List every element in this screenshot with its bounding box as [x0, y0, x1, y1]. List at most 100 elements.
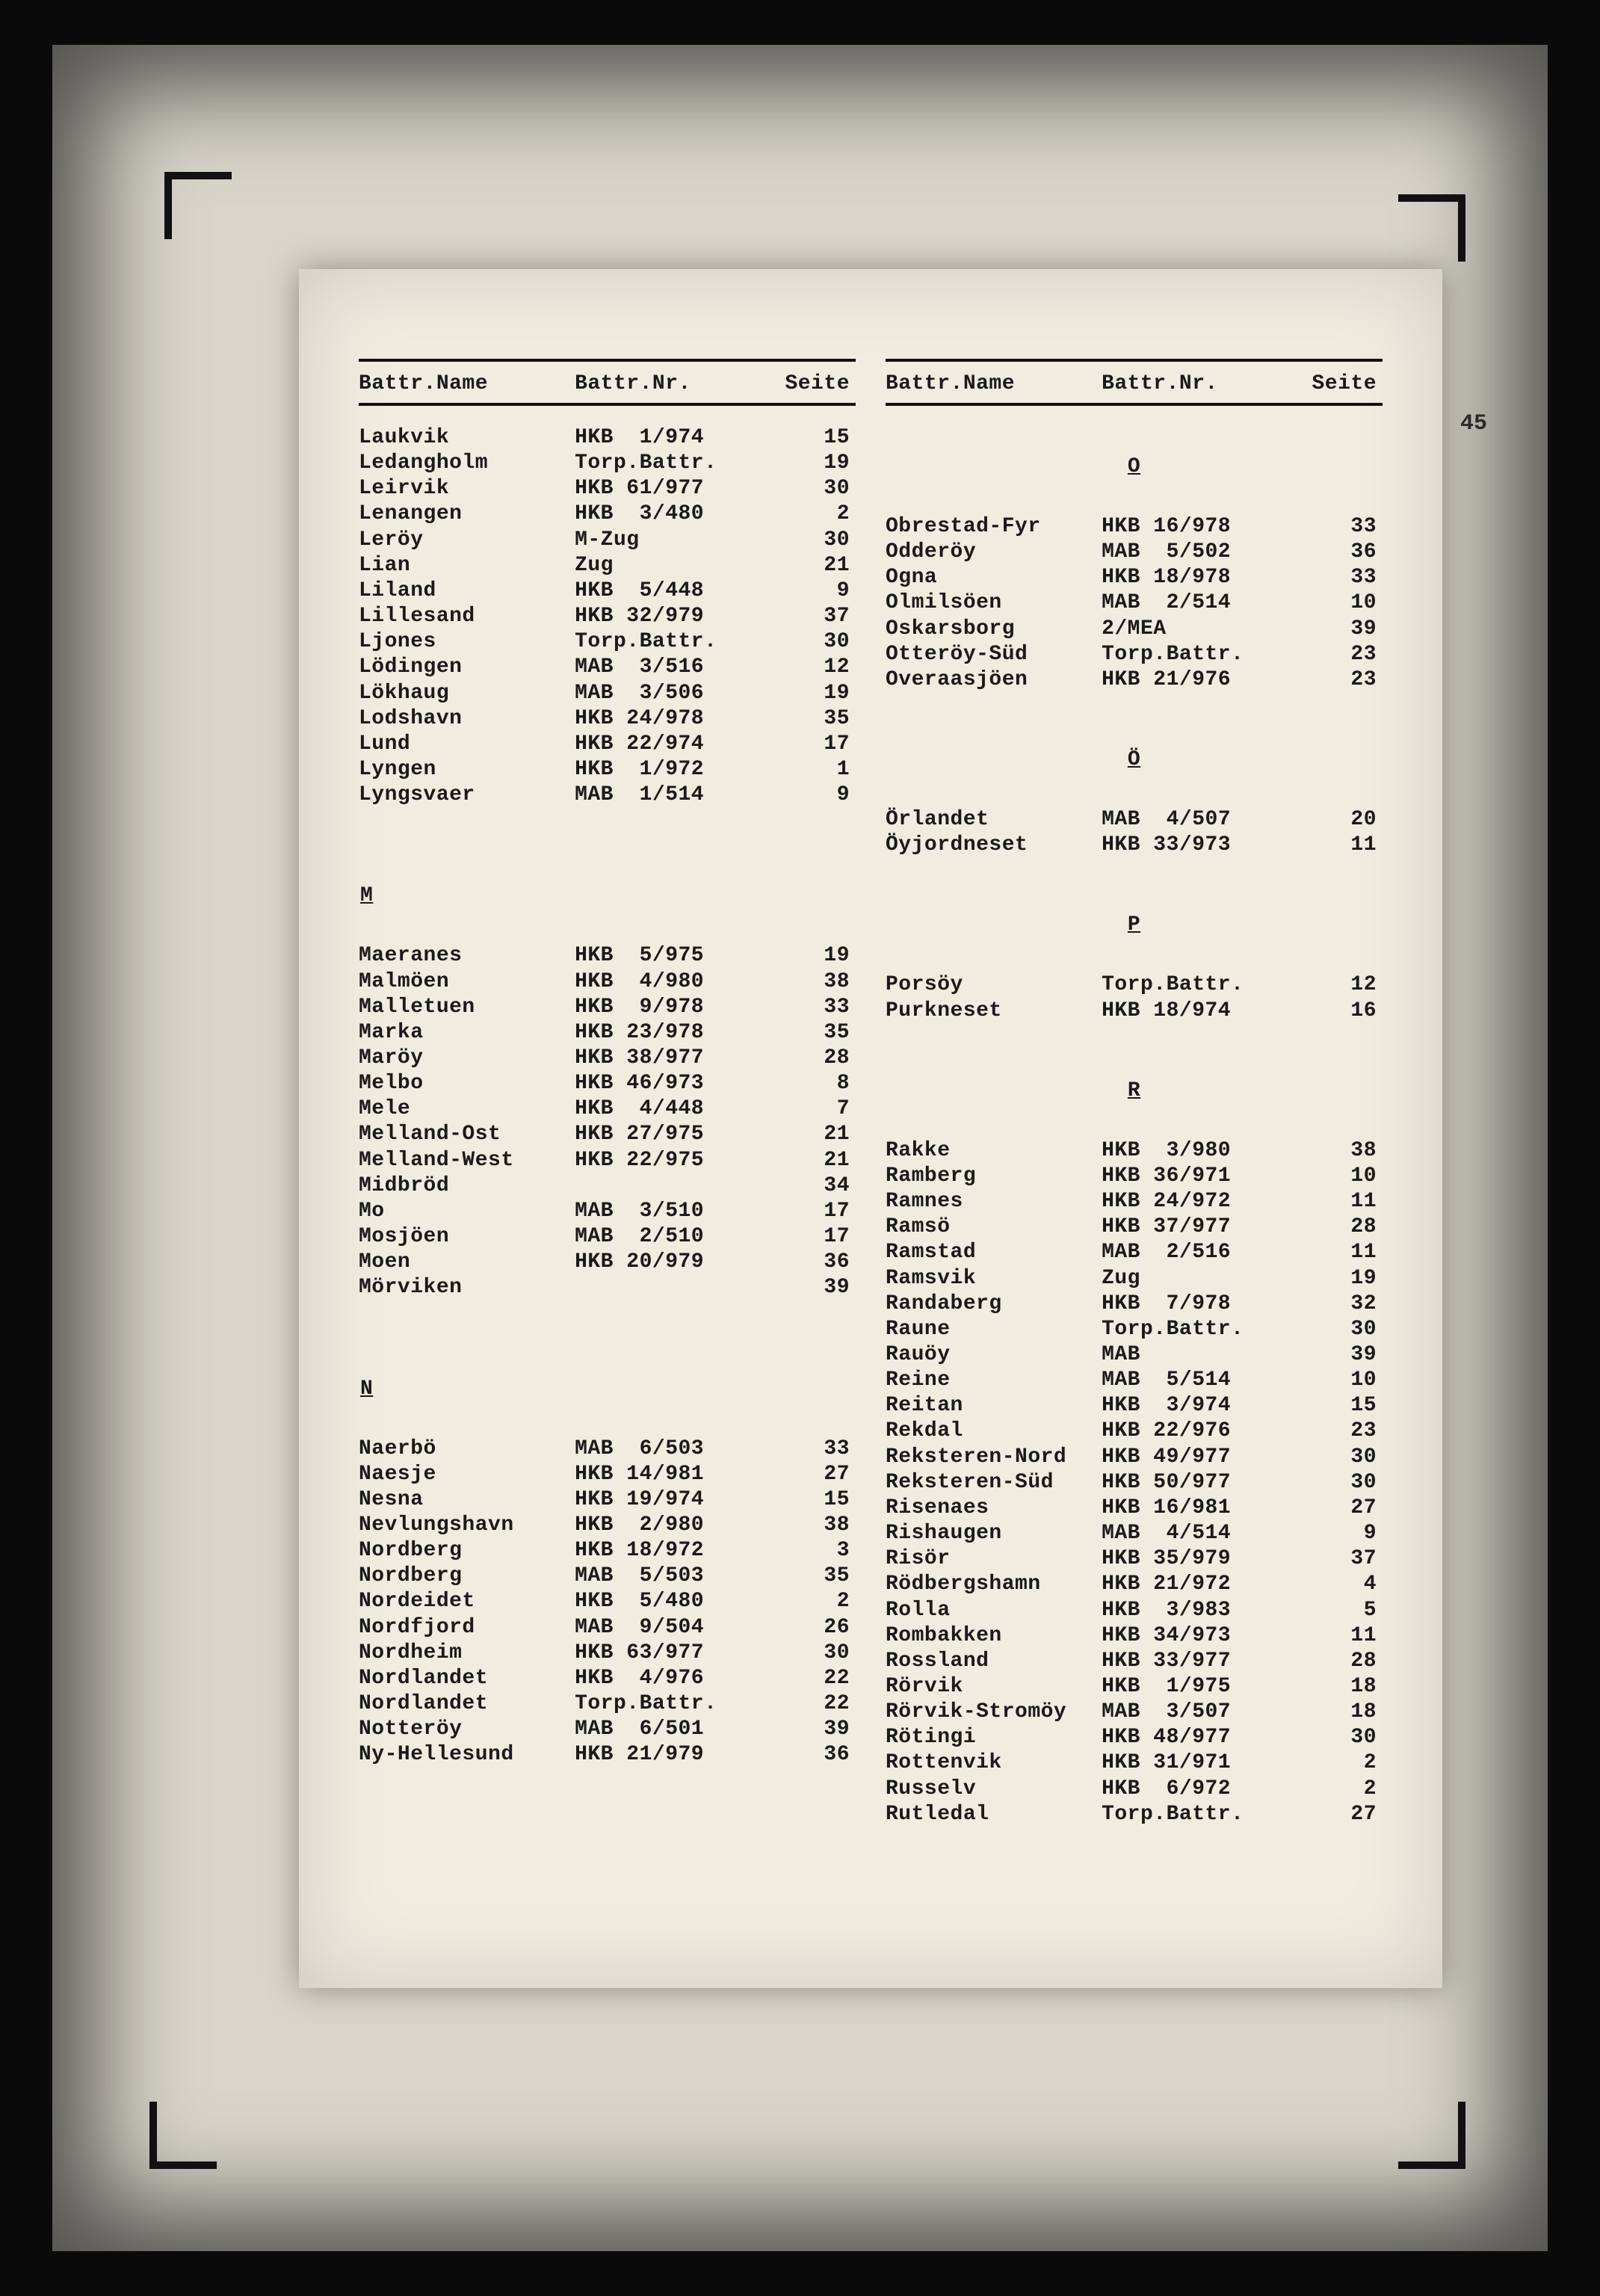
cell-seite: 36 [771, 1250, 856, 1275]
cell-seite: 15 [1298, 1393, 1383, 1419]
cell-name: Reksteren-Süd [886, 1470, 1102, 1496]
spacer [359, 808, 856, 833]
table-row: PorsöyTorp.Battr.12 [886, 972, 1383, 998]
section-heading: Ö [886, 748, 1383, 771]
cell-nr: HKB 4/976 [575, 1666, 771, 1691]
section-heading: N [359, 1377, 856, 1401]
table-row: NordbergHKB 18/9723 [359, 1538, 856, 1564]
cell-seite: 10 [1298, 1368, 1383, 1393]
cell-seite: 30 [771, 476, 856, 502]
cell-seite: 2 [1298, 1750, 1383, 1776]
cell-nr: HKB 1/972 [575, 757, 771, 783]
section-heading: O [886, 455, 1383, 478]
cell-name: Lyngsvaer [359, 783, 575, 808]
cell-nr: MAB 6/501 [575, 1717, 771, 1742]
cell-name: Rötingi [886, 1725, 1102, 1750]
table-row: RamnesHKB 24/97211 [886, 1189, 1383, 1215]
spacer [886, 858, 1383, 883]
table-row: RisenaesHKB 16/98127 [886, 1496, 1383, 1521]
table-row: RutledalTorp.Battr.27 [886, 1802, 1383, 1827]
cell-nr: HKB 22/974 [575, 732, 771, 757]
cell-seite: 7 [771, 1096, 856, 1122]
cell-name: Melland-West [359, 1148, 575, 1173]
spacer [886, 947, 1383, 972]
cell-seite: 19 [771, 451, 856, 476]
cell-name: Örlandet [886, 807, 1102, 833]
cell-name: Lyngen [359, 757, 575, 783]
hdr-name: Battr.Name [359, 372, 575, 395]
cell-nr: MAB 3/507 [1102, 1700, 1298, 1725]
table-row: LödingenMAB 3/51612 [359, 655, 856, 680]
table-row: Ny-HellesundHKB 21/97936 [359, 1742, 856, 1768]
table-row: ReineMAB 5/51410 [886, 1368, 1383, 1393]
cell-seite: 36 [771, 1742, 856, 1768]
cell-name: Oskarsborg [886, 617, 1102, 642]
cell-nr: MAB 5/503 [575, 1564, 771, 1589]
cell-seite: 39 [1298, 617, 1383, 642]
spacer [886, 693, 1383, 718]
cell-name: Nordlandet [359, 1691, 575, 1717]
cell-seite: 19 [771, 681, 856, 706]
cell-name: Malletuen [359, 995, 575, 1020]
table-row: OdderöyMAB 5/50236 [886, 540, 1383, 565]
hdr-seite: Seite [1298, 372, 1383, 395]
table-row: LökhaugMAB 3/50619 [359, 681, 856, 706]
table-row: Rörvik-StromöyMAB 3/50718 [886, 1700, 1383, 1725]
crop-mark-tl [164, 172, 232, 239]
cell-nr: HKB 9/978 [575, 995, 771, 1020]
cell-seite: 10 [1298, 1164, 1383, 1189]
cell-nr: MAB 5/514 [1102, 1368, 1298, 1393]
table-row: LedangholmTorp.Battr.19 [359, 451, 856, 476]
cell-nr: HKB 18/978 [1102, 565, 1298, 590]
table-row: LenangenHKB 3/4802 [359, 502, 856, 527]
crop-mark-br [1398, 2102, 1465, 2169]
cell-name: Rakke [886, 1138, 1102, 1164]
cell-seite: 17 [771, 732, 856, 757]
cell-nr: HKB 36/971 [1102, 1164, 1298, 1189]
cell-seite: 22 [771, 1666, 856, 1691]
cell-nr: HKB 23/978 [575, 1020, 771, 1046]
table-row: MoMAB 3/51017 [359, 1199, 856, 1224]
cell-name: Rombakken [886, 1623, 1102, 1649]
cell-seite: 9 [771, 783, 856, 808]
cell-name: Mosjöen [359, 1224, 575, 1250]
cell-nr: HKB 6/972 [1102, 1777, 1298, 1802]
cell-seite: 18 [1298, 1700, 1383, 1725]
cell-nr: HKB 33/977 [1102, 1649, 1298, 1674]
cell-seite: 30 [771, 629, 856, 655]
cell-name: Rauöy [886, 1342, 1102, 1368]
cell-nr: HKB 1/974 [575, 425, 771, 451]
table-row: PurknesetHKB 18/97416 [886, 999, 1383, 1024]
cell-name: Ramsvik [886, 1266, 1102, 1292]
cell-nr: HKB 1/975 [1102, 1674, 1298, 1700]
cell-seite: 35 [771, 706, 856, 732]
cell-nr: HKB 37/977 [1102, 1215, 1298, 1240]
cell-nr: Torp.Battr. [575, 1691, 771, 1717]
cell-seite: 28 [771, 1046, 856, 1071]
spacer [886, 1113, 1383, 1138]
cell-nr: Torp.Battr. [1102, 972, 1298, 998]
scan-frame: 45 Battr.Name Battr.Nr. Seite LaukvikHKB… [52, 45, 1548, 2251]
table-row: Reksteren-NordHKB 49/97730 [886, 1445, 1383, 1470]
cell-name: Raune [886, 1317, 1102, 1342]
table-row: NordlandetTorp.Battr.22 [359, 1691, 856, 1717]
right-header: Battr.Name Battr.Nr. Seite [886, 359, 1383, 406]
cell-nr: HKB 24/978 [575, 706, 771, 732]
cell-seite: 11 [1298, 833, 1383, 858]
cell-name: Mele [359, 1096, 575, 1122]
table-row: RakkeHKB 3/98038 [886, 1138, 1383, 1164]
cell-nr: Torp.Battr. [1102, 1802, 1298, 1827]
cell-name: Rishaugen [886, 1521, 1102, 1546]
cell-name: Leröy [359, 528, 575, 553]
cell-seite: 28 [1298, 1215, 1383, 1240]
cell-name: Marka [359, 1020, 575, 1046]
cell-seite: 15 [771, 1487, 856, 1513]
cell-nr: HKB 38/977 [575, 1046, 771, 1071]
cell-name: Nevlungshavn [359, 1513, 575, 1538]
cell-seite: 2 [771, 1589, 856, 1614]
cell-name: Otteröy-Süd [886, 642, 1102, 667]
spacer [359, 1411, 856, 1436]
cell-nr: Torp.Battr. [575, 451, 771, 476]
table-row: Reksteren-SüdHKB 50/97730 [886, 1470, 1383, 1496]
spacer [886, 782, 1383, 807]
